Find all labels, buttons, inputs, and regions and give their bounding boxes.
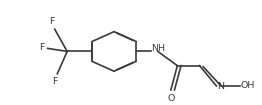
Text: N: N: [217, 82, 224, 91]
Text: NH: NH: [151, 44, 165, 53]
Text: F: F: [49, 17, 54, 26]
Text: O: O: [167, 94, 174, 103]
Text: OH: OH: [241, 81, 255, 90]
Text: F: F: [52, 77, 58, 86]
Text: F: F: [39, 43, 45, 52]
